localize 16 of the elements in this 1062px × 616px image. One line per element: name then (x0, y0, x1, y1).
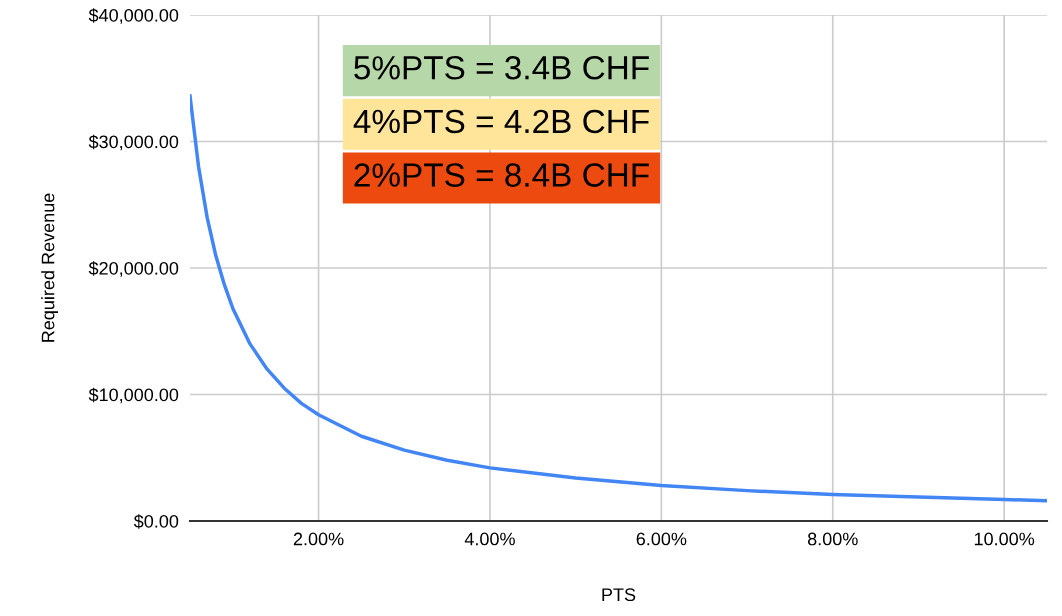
annotation: 2%PTS = 8.4B CHF (354, 163, 649, 187)
y-axis-title: Required Revenue (41, 193, 58, 342)
x-tick-label: 2.00% (293, 532, 344, 546)
y-tick-label: $10,000.00 (88, 387, 179, 404)
x-axis-title: PTS (602, 588, 636, 602)
annotation: 4%PTS = 4.2B CHF (353, 109, 649, 134)
y-tick-label: $40,000.00 (88, 8, 179, 24)
x-tick-label: 10.00% (974, 532, 1035, 546)
y-tick-label: $30,000.00 (88, 134, 179, 151)
x-tick-label: 6.00% (636, 532, 687, 546)
x-tick-label: 4.00% (464, 532, 515, 546)
line-series (190, 94, 1047, 503)
x-tick-label: 8.00% (807, 532, 858, 546)
y-tick-label: $0.00 (133, 514, 179, 529)
y-tick-label: $20,000.00 (88, 261, 179, 277)
annotation: 5%PTS = 3.4B CHF (354, 56, 649, 80)
